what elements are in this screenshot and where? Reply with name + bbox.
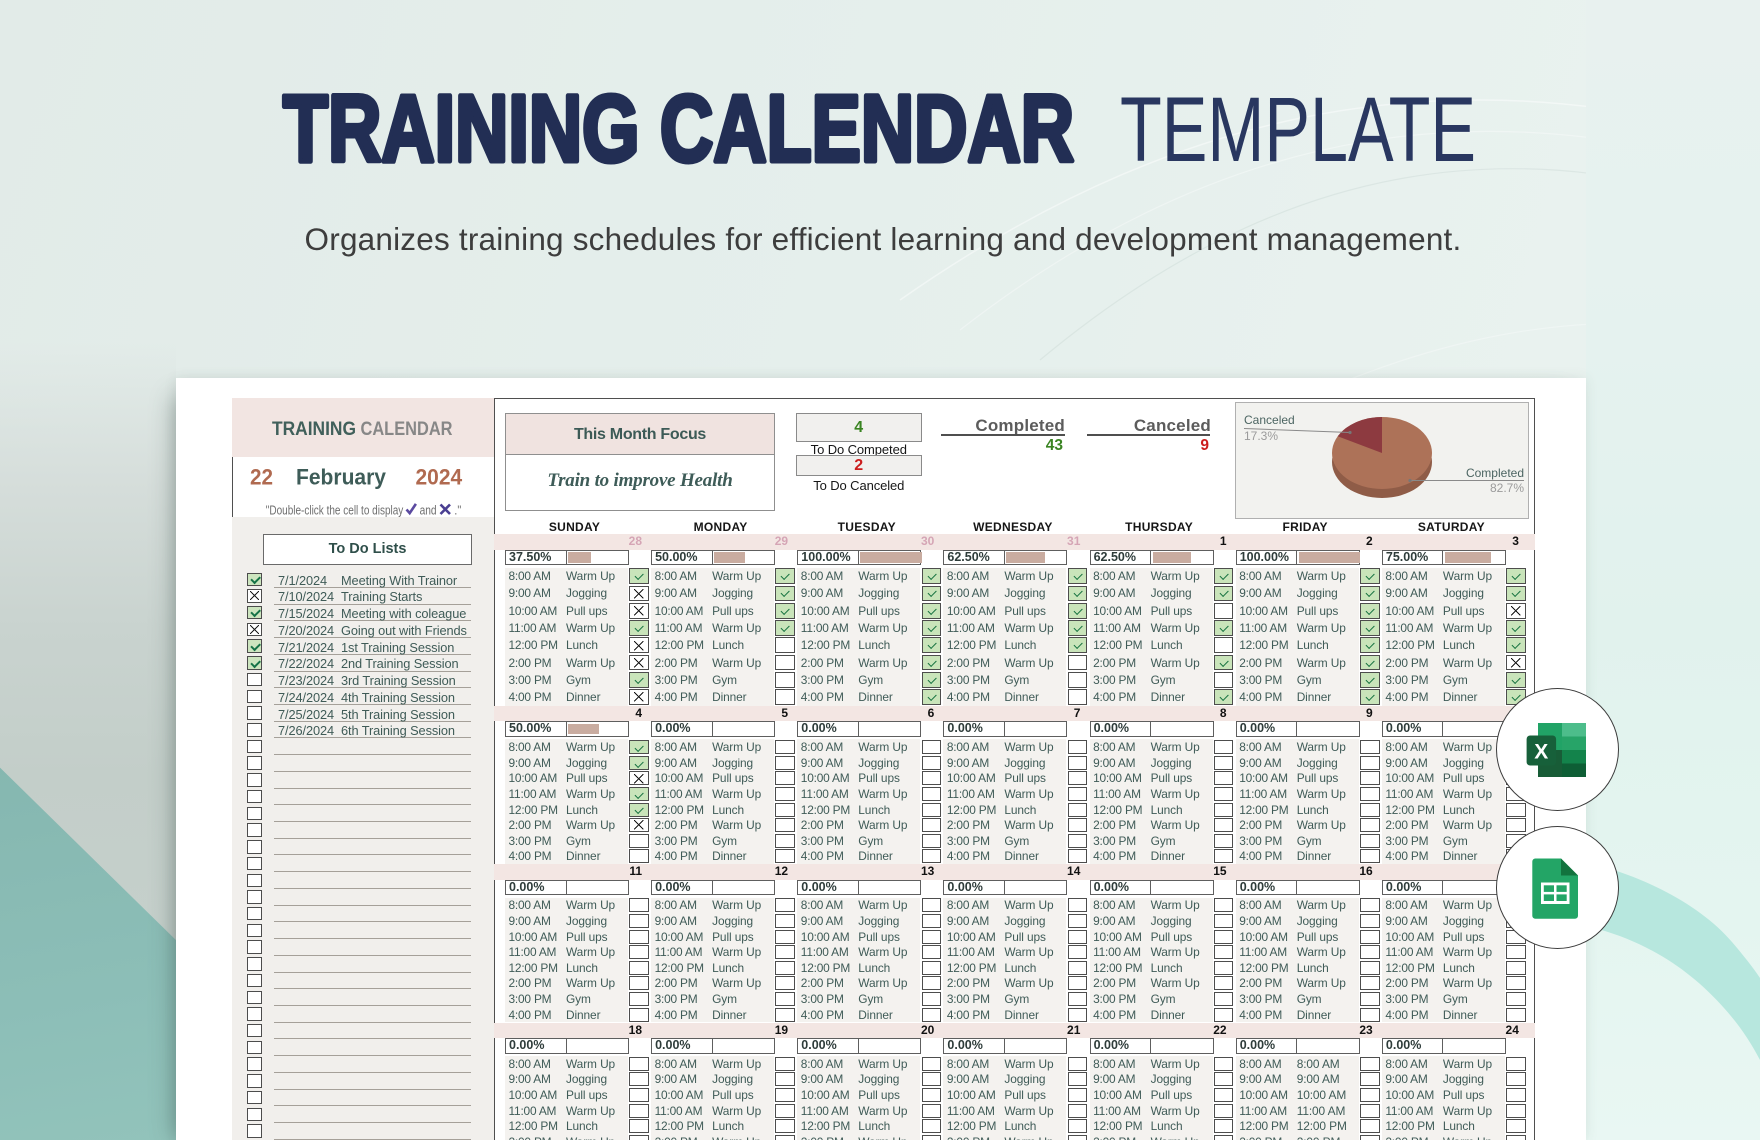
svg-text:X: X bbox=[1534, 741, 1548, 764]
svg-text:TRAINING: TRAINING bbox=[272, 418, 356, 440]
svg-text:17.3%: 17.3% bbox=[1244, 429, 1278, 443]
svg-text:TEMPLATE: TEMPLATE bbox=[1120, 79, 1476, 181]
svg-text:.": ." bbox=[454, 504, 461, 518]
svg-text:2024: 2024 bbox=[416, 465, 463, 490]
svg-text:Canceled: Canceled bbox=[1244, 413, 1295, 427]
svg-text:and: and bbox=[420, 504, 437, 518]
svg-text:22: 22 bbox=[250, 465, 273, 490]
svg-text:CALENDAR: CALENDAR bbox=[361, 418, 453, 440]
svg-text:"Double-click the cell to disp: "Double-click the cell to display bbox=[266, 504, 404, 518]
svg-text:Completed: Completed bbox=[1466, 466, 1524, 480]
svg-text:TRAINING CALENDAR: TRAINING CALENDAR bbox=[283, 76, 1074, 182]
svg-text:82.7%: 82.7% bbox=[1490, 481, 1524, 495]
svg-text:February: February bbox=[296, 465, 386, 490]
